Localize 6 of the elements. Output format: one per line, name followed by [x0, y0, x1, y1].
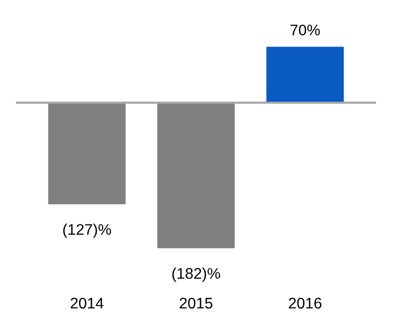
x-tick-label: 2014	[70, 298, 104, 309]
data-label: (182)%	[172, 268, 220, 282]
data-label: 70%	[290, 24, 320, 36]
data-label: (127)%	[63, 224, 111, 238]
x-tick-label: 2016	[288, 298, 322, 309]
x-tick-label: 2015	[180, 298, 212, 309]
